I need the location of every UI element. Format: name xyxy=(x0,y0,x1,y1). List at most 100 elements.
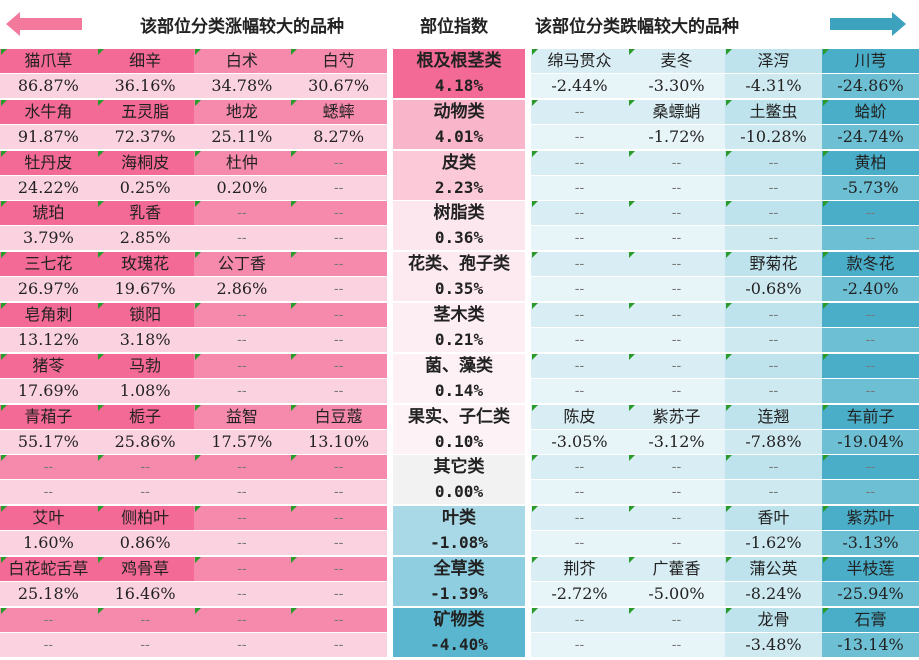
placeholder-dash: -- xyxy=(43,611,54,628)
cell-bg-top xyxy=(822,302,919,327)
comment-marker-icon xyxy=(726,506,732,513)
cell-bg xyxy=(393,302,525,352)
cell-bg-bottom xyxy=(96,531,194,556)
placeholder-dash: -- xyxy=(574,179,585,196)
cell-bg-bottom xyxy=(725,480,822,505)
cell-bg-bottom xyxy=(531,581,628,606)
cell-bg-bottom xyxy=(822,327,919,352)
comment-marker-icon xyxy=(291,353,298,360)
placeholder-dash: -- xyxy=(768,230,779,247)
placeholder-dash: -- xyxy=(574,382,585,399)
variety-name: 款冬花 xyxy=(846,254,895,274)
cell-bg-top xyxy=(531,404,628,429)
variety-change: -3.13% xyxy=(842,533,899,553)
comment-marker-icon xyxy=(629,506,635,513)
comment-marker-icon xyxy=(532,99,538,106)
cell-bg-bottom xyxy=(96,226,194,251)
cell-bg-top xyxy=(290,150,387,175)
cell-bg-top xyxy=(531,302,628,327)
placeholder-dash: -- xyxy=(333,154,344,171)
comment-marker-icon xyxy=(1,506,7,513)
cell-bg-bottom xyxy=(96,175,194,200)
comment-marker-icon xyxy=(726,302,732,309)
cell-bg-top xyxy=(628,353,725,378)
cell-bg-top xyxy=(193,455,291,480)
cell-bg-bottom xyxy=(531,531,628,556)
left-cell: 栀子 25.86% xyxy=(96,404,194,455)
cell-bg-top xyxy=(0,49,97,73)
placeholder-dash: -- xyxy=(574,103,585,120)
category-name: 矿物类 xyxy=(433,609,485,630)
left-cell: 五灵脂 72.37% xyxy=(96,99,194,150)
left-cell: 蟋蟀 8.27% xyxy=(290,99,387,150)
left-row: 艾叶 1.60% 侧柏叶 0.86% -- -- -- -- xyxy=(0,505,387,556)
right-cell: 麦冬 -3.30% xyxy=(628,48,725,99)
cell-bg-bottom xyxy=(822,277,919,302)
comment-marker-icon xyxy=(1,556,7,563)
cell-bg-bottom xyxy=(822,480,919,505)
cell-bg-bottom xyxy=(531,429,628,454)
cell-bg-top xyxy=(725,607,822,632)
right-cell: 蛤蚧 -24.74% xyxy=(822,99,919,150)
cell-bg-top xyxy=(0,99,97,124)
left-cell: -- -- xyxy=(290,353,387,404)
comment-marker-icon xyxy=(291,404,298,411)
right-row: -- -- -- -- -- -- -- -- xyxy=(531,302,919,353)
variety-change: -3.48% xyxy=(745,634,802,654)
cell-bg-top xyxy=(290,302,387,327)
cell-bg-top xyxy=(725,302,822,327)
cell-bg-top xyxy=(193,353,291,378)
arrow-left-icon xyxy=(6,12,82,36)
variety-change: -2.40% xyxy=(842,279,899,299)
left-cell: -- -- xyxy=(0,607,97,658)
comment-marker-icon xyxy=(194,607,201,614)
variety-change: -8.24% xyxy=(745,583,802,603)
comment-marker-icon xyxy=(532,607,538,614)
cell-bg-top xyxy=(193,201,291,226)
placeholder-dash: -- xyxy=(768,484,779,501)
cell-bg-top xyxy=(290,607,387,632)
category-index-value: 0.14% xyxy=(434,380,484,400)
cell-bg-top xyxy=(531,99,628,124)
left-row: 三七花 26.97% 玫瑰花 19.67% 公丁香 2.86% -- -- xyxy=(0,251,387,302)
left-row: 水牛角 91.87% 五灵脂 72.37% 地龙 25.11% 蟋蟀 8.27% xyxy=(0,99,387,150)
variety-change: 1.08% xyxy=(119,380,171,400)
comment-marker-icon xyxy=(194,201,201,208)
variety-change: -0.68% xyxy=(745,279,802,299)
right-row: 陈皮 -3.05% 紫苏子 -3.12% 连翘 -7.88% 车前子 -19.04% xyxy=(531,404,919,455)
comment-marker-icon xyxy=(532,455,538,462)
cell-bg-top xyxy=(822,607,919,632)
placeholder-dash: -- xyxy=(237,636,247,653)
category-index-value: 0.35% xyxy=(434,279,484,299)
left-row: 琥珀 3.79% 乳香 2.85% -- -- -- -- xyxy=(0,200,387,251)
placeholder-dash: -- xyxy=(768,205,779,222)
right-cell: -- -- xyxy=(628,454,725,505)
placeholder-dash: -- xyxy=(333,331,344,348)
right-cell: 黄柏 -5.73% xyxy=(822,150,919,201)
cell-bg-top xyxy=(193,607,291,632)
right-row: 荆芥 -2.72% 广藿香 -5.00% 蒲公英 -8.24% 半枝莲 -25.94% xyxy=(531,556,919,607)
comment-marker-icon xyxy=(823,607,829,614)
right-cell: 土鳖虫 -10.28% xyxy=(725,99,822,150)
placeholder-dash: -- xyxy=(237,205,247,222)
cell-bg-bottom xyxy=(725,429,822,454)
rising-varieties-panel: 猫爪草 86.87% 细辛 36.16% 白术 34.78% 白芍 30.67% 水牛角 91.8… xyxy=(0,48,387,658)
right-cell: 蒲公英 -8.24% xyxy=(725,556,822,607)
placeholder-dash: -- xyxy=(671,382,682,399)
cell-bg-top xyxy=(822,404,919,429)
cell-bg xyxy=(393,201,525,251)
left-cell: 益智 17.57% xyxy=(193,404,291,455)
left-cell: -- -- xyxy=(193,556,291,607)
right-cell: -- -- xyxy=(628,302,725,353)
cell-bg-bottom xyxy=(725,175,822,200)
right-cell: -- -- xyxy=(531,99,628,150)
comment-marker-icon xyxy=(194,404,201,411)
comment-marker-icon xyxy=(97,99,104,106)
variety-name: 野菊花 xyxy=(749,254,798,274)
left-row: -- -- -- -- -- -- -- -- xyxy=(0,607,387,658)
cell-bg-top xyxy=(725,252,822,277)
comment-marker-icon xyxy=(823,99,829,106)
variety-name: 土鳖虫 xyxy=(749,101,798,121)
variety-name: 猫爪草 xyxy=(24,51,73,70)
comment-marker-icon xyxy=(726,607,732,614)
